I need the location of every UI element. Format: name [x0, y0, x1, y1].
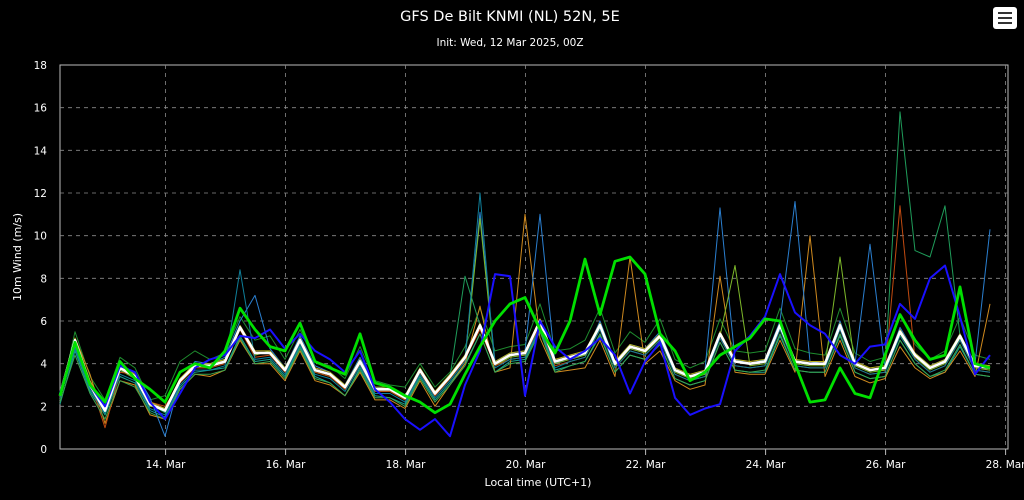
x-tick-label: 26. Mar	[866, 459, 907, 471]
x-axis-title: Local time (UTC+1)	[485, 476, 592, 489]
x-tick-label: 24. Mar	[746, 459, 787, 471]
y-tick-label: 6	[40, 316, 47, 328]
x-tick-label: 16. Mar	[266, 459, 307, 471]
y-axis-ticks: 0 2 4 6 8 10 12 14 16 18	[34, 60, 48, 456]
ensemble-member-line	[59, 213, 991, 424]
y-tick-label: 4	[40, 359, 47, 371]
y-tick-label: 16	[34, 103, 48, 115]
mean-line	[58, 319, 991, 412]
menu-bar-3	[998, 22, 1012, 25]
menu-bar-1	[998, 12, 1012, 15]
chart-title: GFS De Bilt KNMI (NL) 52N, 5E	[400, 9, 620, 25]
menu-bar-2	[998, 17, 1012, 20]
y-tick-label: 14	[34, 145, 48, 157]
x-tick-label: 28. Mar	[986, 459, 1024, 471]
ensemble-member-line	[59, 218, 991, 409]
x-axis-ticks: 14. Mar 16. Mar 18. Mar 20. Mar 22. Mar 24. M…	[146, 449, 1024, 471]
operational-line	[58, 255, 991, 415]
ensemble-member-line	[59, 329, 991, 418]
y-tick-label: 10	[34, 231, 47, 243]
y-tick-label: 8	[40, 273, 47, 285]
hamburger-menu-icon[interactable]	[993, 7, 1017, 29]
grid	[60, 65, 1008, 449]
x-tick-label: 20. Mar	[506, 459, 547, 471]
control-line	[59, 264, 991, 438]
x-tick-label: 18. Mar	[386, 459, 427, 471]
ensemble-member-line	[59, 192, 991, 416]
highlight-lines	[58, 255, 991, 438]
y-tick-label: 18	[34, 60, 47, 72]
y-tick-label: 2	[40, 401, 47, 413]
x-tick-label: 14. Mar	[146, 459, 187, 471]
chart-subtitle: Init: Wed, 12 Mar 2025, 00Z	[436, 37, 583, 49]
y-axis-title: 10m Wind (m/s)	[11, 213, 24, 301]
plot-area	[59, 64, 1009, 450]
x-tick-label: 22. Mar	[626, 459, 667, 471]
y-tick-label: 0	[40, 444, 47, 456]
y-tick-label: 12	[34, 188, 47, 200]
ensemble-member-line	[59, 201, 991, 437]
